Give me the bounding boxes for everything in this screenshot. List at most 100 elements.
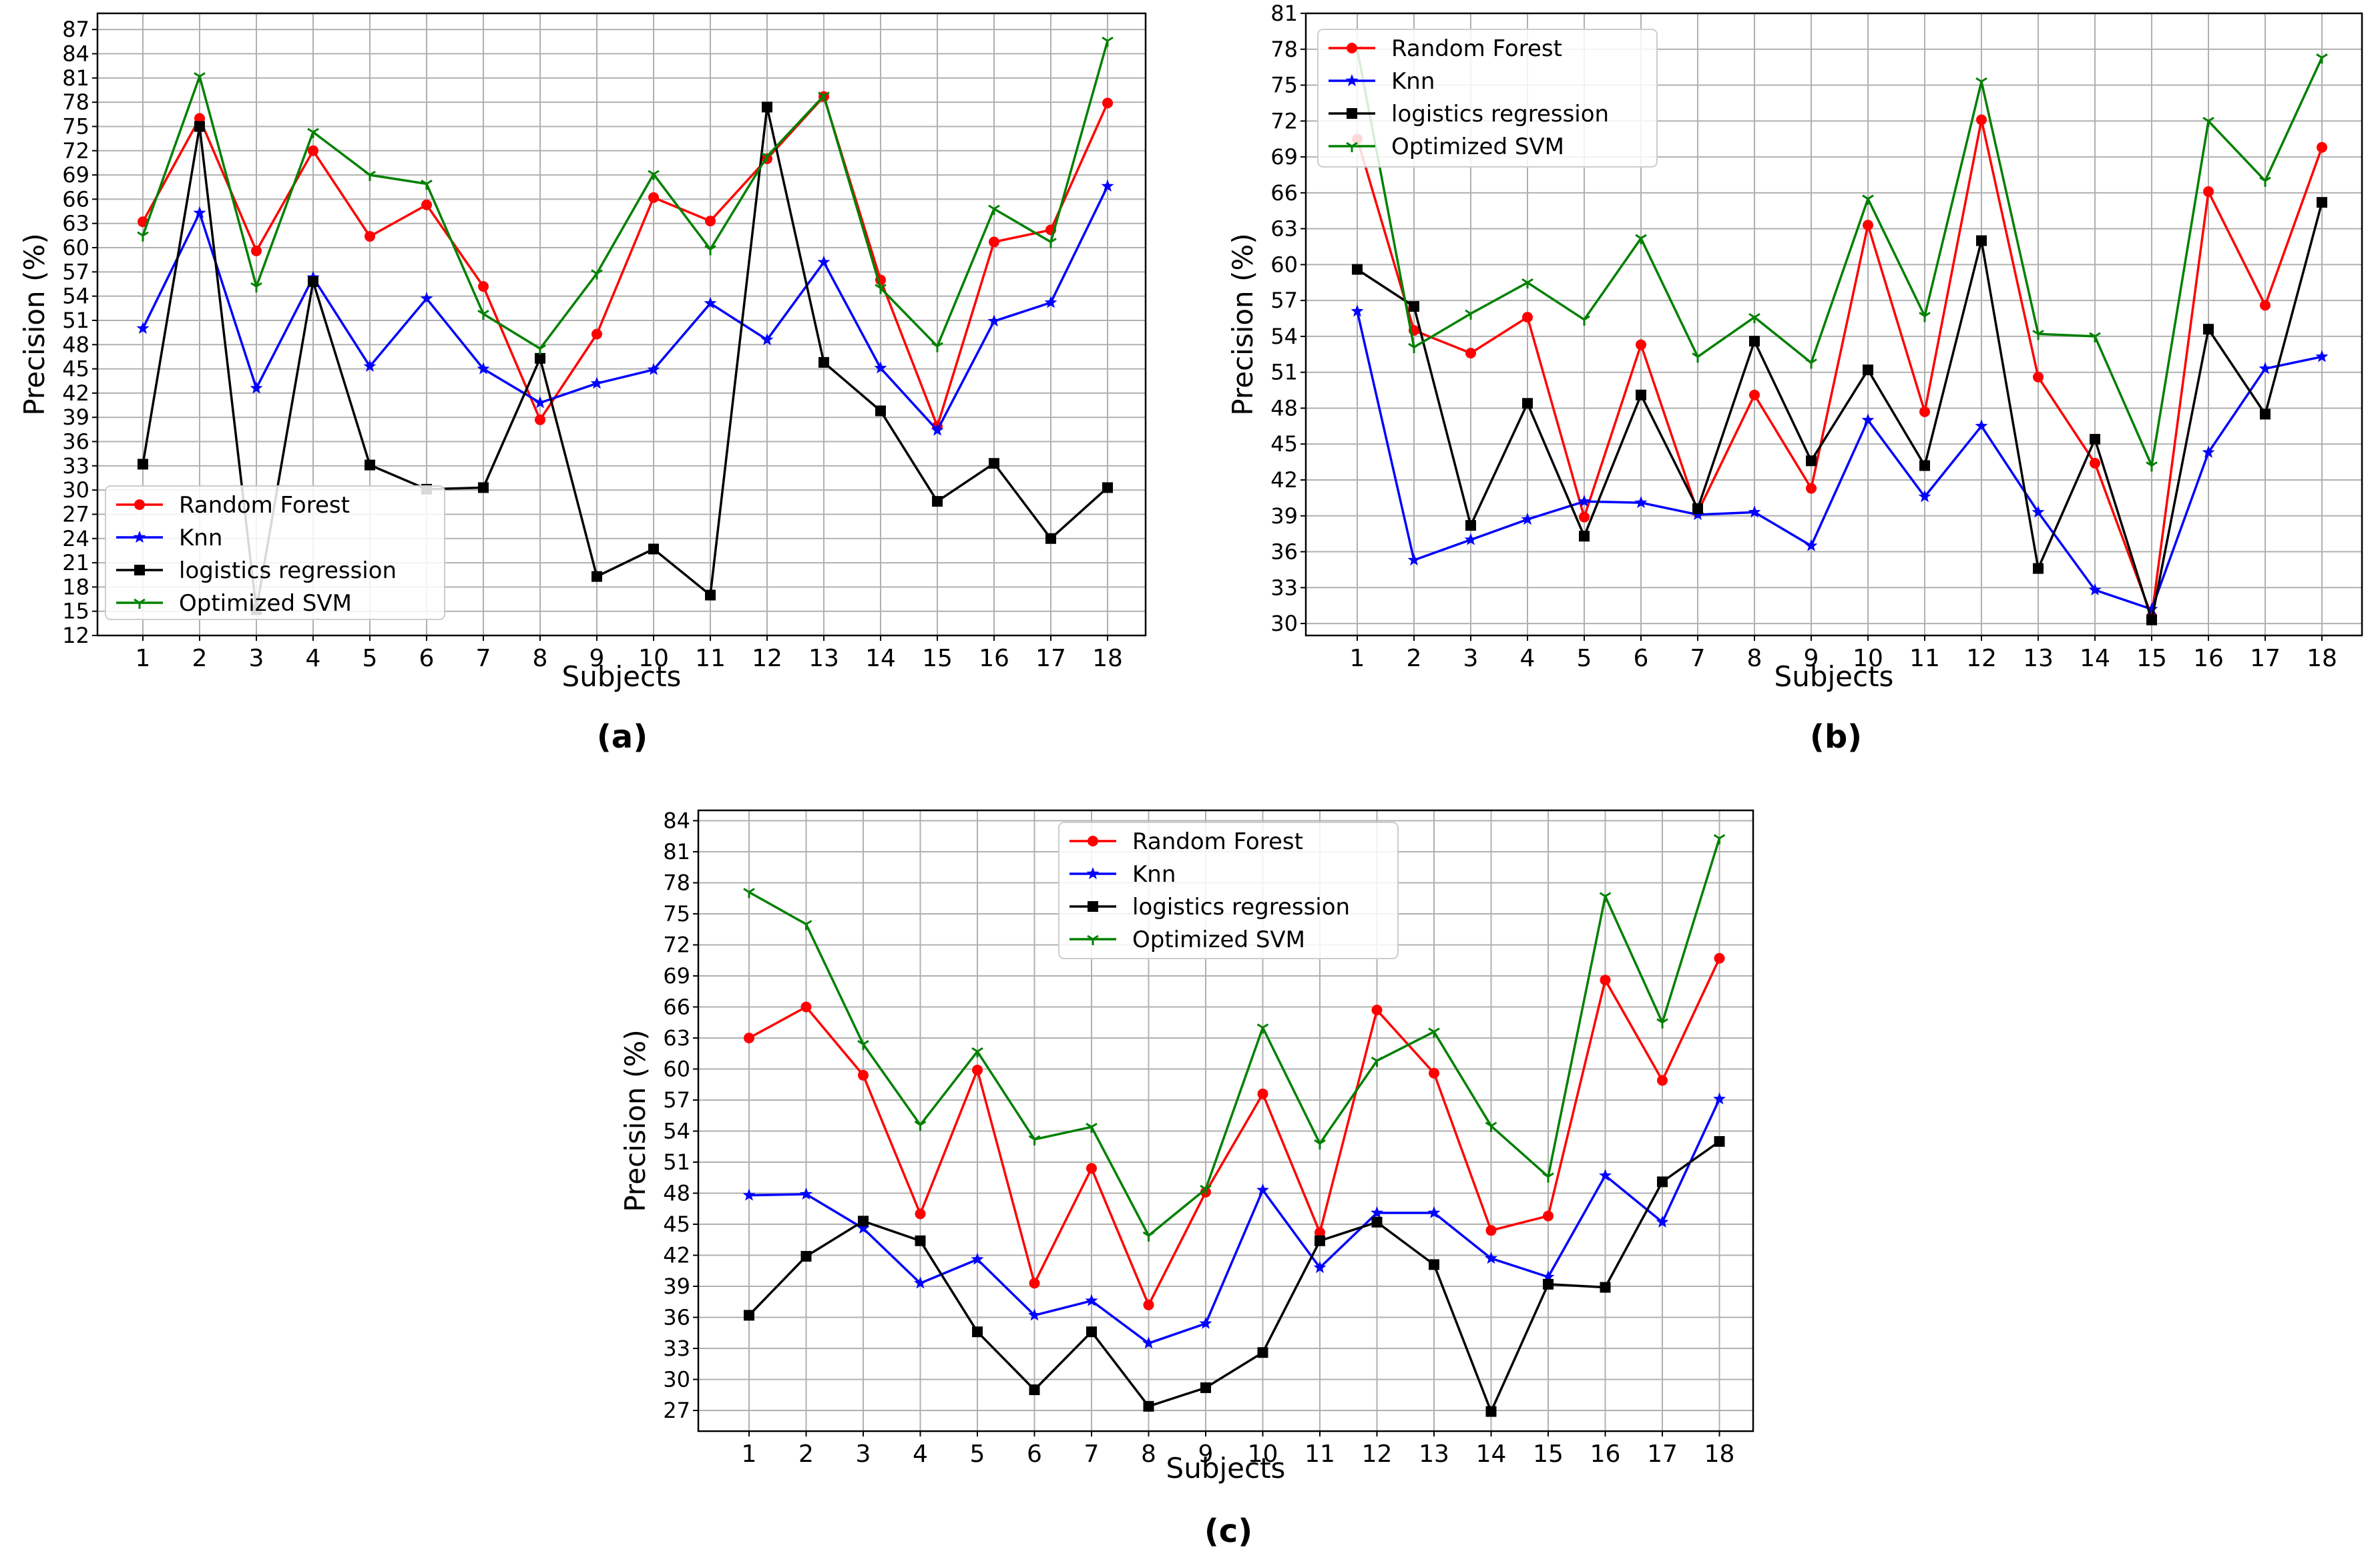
data-point xyxy=(1691,508,1704,521)
data-point xyxy=(972,1326,983,1338)
data-point xyxy=(2088,583,2102,595)
data-point xyxy=(2259,176,2271,187)
y-tick-label: 72 xyxy=(663,933,690,958)
data-point xyxy=(931,342,943,352)
x-tick-label: 7 xyxy=(1690,645,1706,672)
y-tick-label: 30 xyxy=(663,1367,690,1392)
series-line-logistics-regression xyxy=(748,1140,1720,1413)
y-tick-label: 57 xyxy=(1270,288,1298,313)
x-tick-label: 12 xyxy=(752,645,782,672)
data-point xyxy=(1485,1121,1497,1132)
y-tick-label: 51 xyxy=(62,308,89,333)
x-axis-label: Subjects xyxy=(1166,1452,1286,1485)
data-point xyxy=(138,216,148,228)
data-point xyxy=(1692,352,1704,363)
data-point xyxy=(2090,457,2100,469)
series-line-random-forest xyxy=(1356,118,2323,618)
data-point xyxy=(818,91,830,102)
data-point xyxy=(1543,1210,1554,1222)
data-point xyxy=(1086,1163,1097,1174)
data-point xyxy=(421,180,433,190)
data-point xyxy=(915,1208,926,1220)
data-point xyxy=(1428,1027,1440,1038)
series-line-knn xyxy=(142,186,1109,432)
data-point xyxy=(1427,1206,1441,1218)
legend-label: logistics regression xyxy=(179,557,397,584)
y-tick-label: 12 xyxy=(62,623,89,648)
data-point xyxy=(307,127,319,138)
data-point xyxy=(2259,362,2272,374)
legend-marker xyxy=(1345,74,1359,87)
legend-label: logistics regression xyxy=(1391,101,1609,127)
data-point xyxy=(2146,461,2158,472)
data-point xyxy=(1143,1299,1154,1310)
data-point xyxy=(137,231,149,242)
x-tick-label: 2 xyxy=(1407,645,1422,672)
y-tick-label: 27 xyxy=(663,1398,690,1423)
x-tick-label: 16 xyxy=(979,645,1009,672)
y-tick-label: 69 xyxy=(62,162,89,188)
data-point xyxy=(1600,975,1611,986)
x-axis-label: Subjects xyxy=(1774,660,1894,693)
data-point xyxy=(1407,553,1421,566)
data-point xyxy=(1351,304,1364,317)
data-point xyxy=(874,361,887,374)
y-tick-label: 42 xyxy=(1270,467,1298,493)
y-tick-label: 54 xyxy=(663,1119,690,1144)
x-tick-label: 7 xyxy=(476,645,491,672)
data-point xyxy=(915,1235,926,1246)
y-tick-label: 66 xyxy=(663,995,690,1020)
x-tick-label: 9 xyxy=(589,645,605,672)
x-tick-label: 11 xyxy=(1304,1441,1335,1468)
y-tick-label: 21 xyxy=(62,550,89,575)
data-point xyxy=(1142,1231,1155,1242)
legend-label: Knn xyxy=(1391,68,1435,95)
legend-marker xyxy=(1086,867,1100,880)
data-point xyxy=(705,589,716,601)
data-point xyxy=(989,458,999,469)
y-tick-label: 45 xyxy=(1270,431,1298,457)
y-tick-label: 75 xyxy=(1270,73,1298,98)
y-tick-label: 84 xyxy=(62,41,89,67)
data-point xyxy=(762,101,772,113)
data-point xyxy=(2315,350,2329,362)
data-point xyxy=(591,328,602,340)
y-tick-label: 39 xyxy=(62,405,89,430)
y-tick-label: 84 xyxy=(663,808,690,834)
x-tick-label: 10 xyxy=(1853,645,1883,672)
plot-frame xyxy=(96,12,1147,637)
data-point xyxy=(857,1040,869,1051)
legend: Random Forest Knn logistics regression Opti… xyxy=(105,485,445,620)
data-point xyxy=(1578,315,1590,326)
y-tick-label: 72 xyxy=(1270,108,1298,134)
data-point xyxy=(1748,505,1761,518)
legend-label: Optimized SVM xyxy=(1391,134,1564,160)
data-point xyxy=(1541,1270,1555,1283)
data-point xyxy=(1656,1215,1669,1228)
data-point xyxy=(1635,234,1647,244)
y-tick-label: 63 xyxy=(663,1025,690,1051)
data-point xyxy=(1352,264,1363,275)
y-tick-label: 51 xyxy=(663,1149,690,1175)
data-point xyxy=(1029,1384,1040,1395)
data-point xyxy=(2145,602,2158,615)
data-point xyxy=(365,459,375,471)
data-point xyxy=(1485,1406,1497,1417)
data-point xyxy=(1142,1336,1155,1349)
y-tick-label: 57 xyxy=(62,259,89,284)
y-tick-label: 66 xyxy=(1270,180,1298,206)
data-point xyxy=(2317,197,2327,208)
data-point xyxy=(1919,406,1930,417)
legend-marker xyxy=(1346,142,1358,152)
y-axis-label: Precision (%) xyxy=(619,1029,652,1212)
data-point xyxy=(1542,1172,1554,1183)
y-tick-label: 78 xyxy=(1270,37,1298,62)
data-point xyxy=(800,1188,812,1200)
y-tick-label: 69 xyxy=(1270,144,1298,170)
x-tick-label: 2 xyxy=(798,1441,814,1468)
y-tick-label: 42 xyxy=(663,1243,690,1268)
data-point xyxy=(138,459,148,470)
y-tick-label: 72 xyxy=(62,138,89,164)
plot-frame xyxy=(697,809,1754,1432)
data-point xyxy=(818,356,829,368)
